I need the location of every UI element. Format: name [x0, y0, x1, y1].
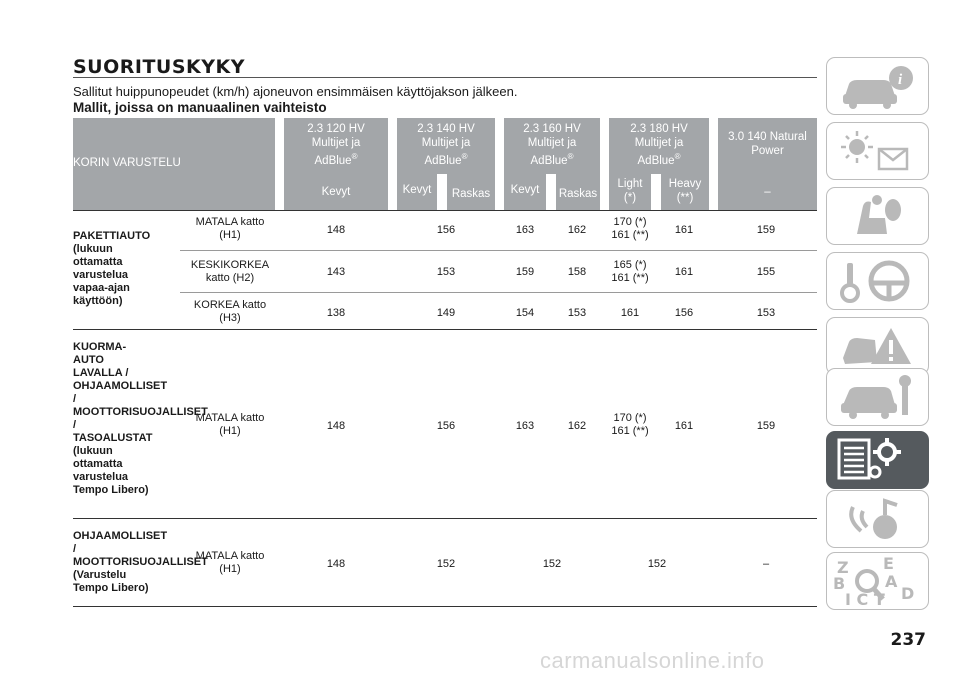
table-bottom-rule: [73, 606, 817, 607]
group-divider: [73, 329, 817, 330]
page-subtitle: Sallitut huippunopeudet (km/h) ajoneuvon…: [73, 84, 518, 99]
side-tab-emergency[interactable]: [826, 317, 929, 375]
speed-180-light: 170 (*) 161 (**): [611, 216, 649, 241]
side-tab-safety[interactable]: [826, 187, 929, 245]
row-divider: [180, 250, 817, 251]
key-steering-wheel-icon: [840, 260, 910, 303]
header-corner: [73, 118, 275, 210]
engine-header-160: 2.3 160 HV Multijet ja AdBlue®: [504, 118, 600, 174]
side-tab-index[interactable]: Z E B A D I C T: [826, 552, 929, 610]
speed-140: 149: [436, 307, 456, 319]
technical-specs-icon: [837, 438, 901, 480]
subheader-160-light: Kevyt: [504, 174, 546, 210]
svg-text:E: E: [883, 554, 894, 573]
index-search-icon: Z E B A D I C T: [833, 554, 914, 609]
speed-160-light: 163: [515, 420, 535, 432]
svg-text:i: i: [898, 72, 903, 88]
engine-header-180: 2.3 180 HV Multijet ja AdBlue®: [609, 118, 709, 174]
speed-120: 148: [326, 558, 346, 570]
side-tab-multimedia[interactable]: [826, 490, 929, 548]
multimedia-icon: [849, 498, 898, 539]
speed-160-light: 154: [515, 307, 535, 319]
svg-text:D: D: [901, 584, 914, 603]
side-tab-technical-data[interactable]: [826, 431, 929, 489]
subheader-140-heavy: Raskas: [447, 174, 495, 210]
speed-140: 153: [436, 266, 456, 278]
speed-180-heavy: 161: [674, 224, 694, 236]
group-label-pakettiauto: PAKETTIAUTO (lukuun ottamatta varustelua…: [73, 230, 151, 307]
speed-natural: 159: [756, 224, 776, 236]
subheader-natural: –: [718, 174, 817, 210]
airbag-seat-icon: [857, 195, 901, 234]
speed-180-light: 165 (*) 161 (**): [611, 259, 649, 284]
header-bottom-rule: [73, 210, 817, 211]
speed-160-heavy: 158: [567, 266, 587, 278]
svg-text:A: A: [885, 572, 898, 591]
engine-header-natural: 3.0 140 Natural Power: [718, 118, 817, 182]
roof-cell: MATALA katto (H1): [195, 412, 265, 437]
speed-160-light: 159: [515, 266, 535, 278]
warning-triangle-car-icon: [843, 328, 911, 364]
svg-text:B: B: [833, 574, 845, 593]
speed-160-light: 163: [515, 224, 535, 236]
subheader-180-heavy: Heavy (**): [661, 174, 709, 210]
speed-180: 152: [647, 558, 667, 570]
side-tab-maintenance[interactable]: [826, 368, 929, 426]
corner-label: KORIN VARUSTELU: [73, 157, 181, 169]
speed-160-heavy: 153: [567, 307, 587, 319]
roof-cell: MATALA katto (H1): [195, 216, 265, 241]
speed-140: 156: [436, 420, 456, 432]
engine-header-140: 2.3 140 HV Multijet ja AdBlue®: [397, 118, 495, 174]
subheader-160-heavy: Raskas: [556, 174, 600, 210]
speed-180-light: 170 (*) 161 (**): [611, 412, 649, 437]
svg-text:I C T: I C T: [845, 590, 885, 609]
side-tab-car-info[interactable]: i: [826, 57, 929, 115]
warning-lights-icon: [841, 131, 909, 171]
speed-160-heavy: 162: [567, 420, 587, 432]
subheader-120-light: Kevyt: [284, 174, 388, 210]
row-divider: [180, 292, 817, 293]
speed-120: 138: [326, 307, 346, 319]
speed-140: 156: [436, 224, 456, 236]
roof-cell: KORKEA katto (H3): [193, 299, 267, 324]
page-number: 237: [890, 630, 927, 650]
section-heading: Mallit, joissa on manuaalinen vaihteisto: [73, 100, 327, 115]
subheader-180-light: Light (*): [609, 174, 651, 210]
speed-natural: 155: [756, 266, 776, 278]
page-title: SUORITUSKYKY: [73, 56, 245, 78]
speed-160-heavy: 162: [567, 224, 587, 236]
roof-cell: KESKIKORKEA katto (H2): [190, 259, 270, 284]
speed-120: 148: [326, 420, 346, 432]
speed-160: 152: [542, 558, 562, 570]
car-info-icon: i: [843, 66, 913, 109]
subheader-140-light: Kevyt: [397, 174, 437, 210]
group-label-ohjaamolliset: OHJAAMOLLISET / MOOTTORISUOJALLISET (Var…: [73, 530, 208, 594]
speed-120: 143: [326, 266, 346, 278]
group-label-kuorma-auto: KUORMA- AUTO LAVALLA / OHJAAMOLLISET / M…: [73, 341, 208, 496]
title-rule: [73, 77, 817, 78]
roof-cell: MATALA katto (H1): [195, 550, 265, 575]
engine-header-120: 2.3 120 HV Multijet ja AdBlue®: [284, 118, 388, 174]
speed-140: 152: [436, 558, 456, 570]
speed-180-heavy: 161: [674, 420, 694, 432]
group-divider: [73, 518, 817, 519]
speed-natural: –: [762, 558, 770, 570]
svg-text:Z: Z: [837, 558, 849, 577]
speed-180-heavy: 156: [674, 307, 694, 319]
speed-180-heavy: 161: [674, 266, 694, 278]
speed-natural: 159: [756, 420, 776, 432]
speed-180-light: 161: [620, 307, 640, 319]
watermark: carmanualsonline.info: [540, 648, 765, 673]
side-tab-warning-lights[interactable]: [826, 122, 929, 180]
side-tab-starting-driving[interactable]: [826, 252, 929, 310]
car-maintenance-icon: [841, 375, 911, 419]
speed-120: 148: [326, 224, 346, 236]
speed-natural: 153: [756, 307, 776, 319]
